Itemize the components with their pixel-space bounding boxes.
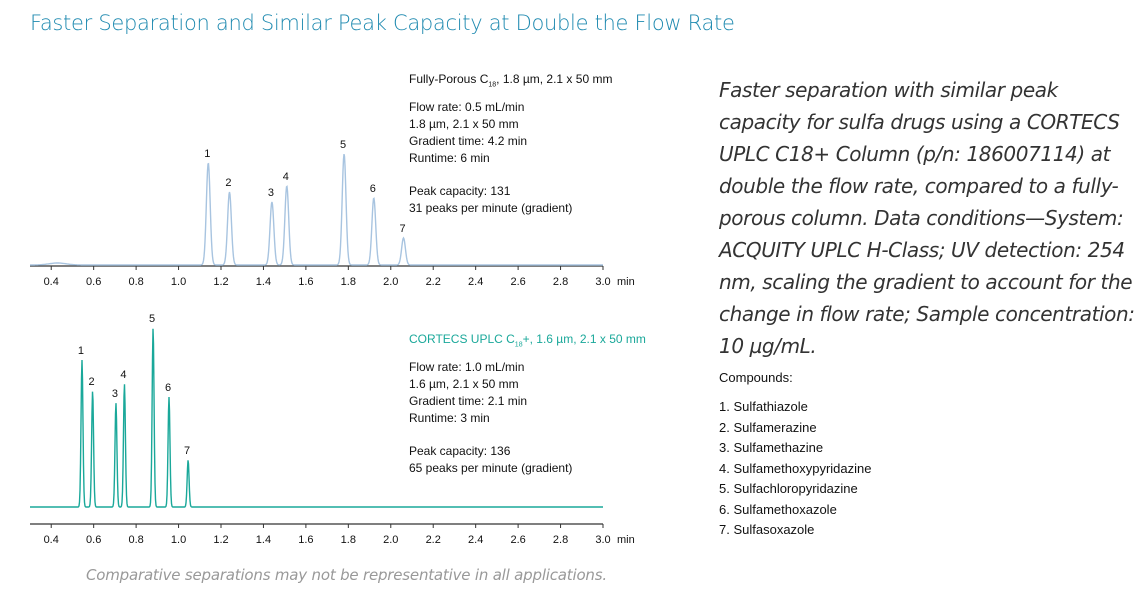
compound-item: 7. Sulfasoxazole xyxy=(719,522,815,537)
x-tick-label: 2.6 xyxy=(510,276,525,288)
x-tick-label: 2.8 xyxy=(553,534,568,546)
bottom-capacity: Peak capacity: 136 xyxy=(409,444,511,459)
x-tick-label: 2.4 xyxy=(468,534,483,546)
peak-label: 7 xyxy=(399,223,405,235)
footer-note: Comparative separations may not be repre… xyxy=(86,566,607,584)
peak-label: 4 xyxy=(120,369,126,381)
x-tick-label: 3.0 xyxy=(595,534,610,546)
top-condition: Runtime: 6 min xyxy=(409,151,490,166)
x-tick-label: 1.2 xyxy=(213,534,228,546)
peak-label: 2 xyxy=(225,177,231,189)
peak-label: 3 xyxy=(268,187,274,199)
x-tick-label: 1.6 xyxy=(298,534,313,546)
top-column-label: Fully-Porous C18, 1.8 µm, 2.1 x 50 mm xyxy=(409,72,613,89)
peak-label: 5 xyxy=(149,313,155,325)
x-tick-label: 2.0 xyxy=(383,534,398,546)
x-tick-label: 1.0 xyxy=(171,534,186,546)
top-condition: Flow rate: 0.5 mL/min xyxy=(409,100,525,115)
compounds-heading: Compounds: xyxy=(719,370,793,385)
peak-label: 6 xyxy=(370,183,376,195)
peak-label: 2 xyxy=(89,376,95,388)
x-tick-label: 1.6 xyxy=(298,276,313,288)
bottom-column-label: CORTECS UPLC C18+, 1.6 µm, 2.1 x 50 mm xyxy=(409,332,646,349)
x-tick-label: 1.4 xyxy=(256,276,271,288)
x-tick-label: 2.2 xyxy=(426,276,441,288)
x-tick-label: 1.8 xyxy=(341,276,356,288)
compound-item: 3. Sulfamethazine xyxy=(719,440,824,455)
bottom-condition: Flow rate: 1.0 mL/min xyxy=(409,360,525,375)
compound-item: 5. Sulfachloropyridazine xyxy=(719,481,858,496)
compound-item: 4. Sulfamethoxypyridazine xyxy=(719,460,872,476)
top-capacity: 31 peaks per minute (gradient) xyxy=(409,201,573,216)
cortecs-trace xyxy=(30,328,603,508)
compound-item: 6. Sulfamethoxazole xyxy=(719,501,837,517)
compound-item: 1. Sulfathiazole xyxy=(719,399,808,414)
x-tick-label: 2.6 xyxy=(510,534,525,546)
x-tick-label: 1.8 xyxy=(341,534,356,546)
x-tick-label: 2.2 xyxy=(426,534,441,546)
top-condition: 1.8 µm, 2.1 x 50 mm xyxy=(409,117,519,132)
top-info: Fully-Porous C18, 1.8 µm, 2.1 x 50 mm Fl… xyxy=(409,71,612,217)
figure-title: Faster Separation and Similar Peak Capac… xyxy=(30,11,735,35)
peak-label: 3 xyxy=(112,388,118,400)
x-tick-label: 0.4 xyxy=(44,276,59,288)
peak-label: 6 xyxy=(165,382,171,394)
x-axis-unit: min xyxy=(617,276,635,288)
peak-label: 7 xyxy=(184,445,190,457)
peak-label: 4 xyxy=(283,171,289,183)
x-tick-label: 1.0 xyxy=(171,276,186,288)
compounds-list: Compounds: 1. Sulfathiazole 2. Sulfamera… xyxy=(719,370,871,541)
x-tick-label: 0.6 xyxy=(86,276,101,288)
bottom-condition: Gradient time: 2.1 min xyxy=(409,394,528,409)
peak-label: 5 xyxy=(340,139,346,151)
figure-description: Faster separation with similar peak capa… xyxy=(719,78,1135,358)
x-tick-label: 1.4 xyxy=(256,534,271,546)
x-tick-label: 0.8 xyxy=(128,276,143,288)
fully-porous-trace xyxy=(30,153,603,266)
bottom-condition: Runtime: 3 min xyxy=(409,411,490,426)
compound-item: 2. Sulfamerazine xyxy=(719,419,817,435)
x-tick-label: 2.4 xyxy=(468,276,483,288)
bottom-capacity: 65 peaks per minute (gradient) xyxy=(409,461,573,476)
x-axis-unit: min xyxy=(617,534,635,546)
x-tick-label: 0.4 xyxy=(44,534,59,546)
x-tick-label: 0.6 xyxy=(86,534,101,546)
x-tick-label: 2.8 xyxy=(553,276,568,288)
x-tick-label: 1.2 xyxy=(213,276,228,288)
peak-label: 1 xyxy=(78,345,84,357)
bottom-condition: 1.6 µm, 2.1 x 50 mm xyxy=(409,377,519,392)
x-tick-label: 3.0 xyxy=(595,276,610,288)
peak-label: 1 xyxy=(204,148,210,160)
top-condition: Gradient time: 4.2 min xyxy=(409,134,528,149)
x-tick-label: 2.0 xyxy=(383,276,398,288)
x-tick-label: 0.8 xyxy=(128,534,143,546)
top-capacity: Peak capacity: 131 xyxy=(409,184,511,199)
bottom-info: CORTECS UPLC C18+, 1.6 µm, 2.1 x 50 mm F… xyxy=(409,331,646,477)
